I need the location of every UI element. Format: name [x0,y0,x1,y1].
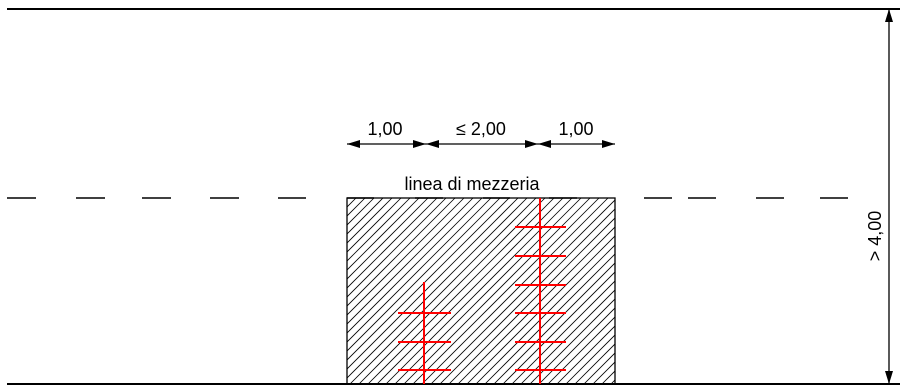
hatch-line [620,198,806,384]
hatch-line [347,198,357,208]
dimension-height-label: > 4,00 [865,211,885,262]
hatch-line [347,198,447,298]
hatch-line [347,198,501,352]
hatch-line [347,198,510,361]
hatch-line [347,198,375,226]
hatch-line [347,198,366,217]
hatch-line [347,198,411,262]
hatch-line [347,198,438,289]
hatch-line [547,316,615,384]
hatch-line [347,198,474,325]
hatch-line [403,198,591,384]
hatch-line [502,271,615,384]
centerline-label: linea di mezzeria [404,174,540,194]
hatch-line [347,198,465,316]
hatch-line [439,208,615,384]
hatch-line [511,280,615,384]
hatch-line [358,198,546,384]
hatch-line [347,198,420,271]
hatched-zone [346,197,806,385]
hatch-line [394,198,582,384]
hatch-line [457,226,615,384]
hatch-line [556,325,615,384]
hatch-line [385,198,573,384]
hatch-line [347,198,483,334]
hatch-line [421,198,609,384]
hatch-line [475,244,615,384]
ladder-marking-left [398,282,451,384]
hatch-line [347,198,384,235]
hatch-line [347,198,528,379]
hatch-line [484,253,615,384]
hatch-line [349,198,537,384]
hatch-line [493,262,615,384]
height-dimension-line [885,9,893,384]
hatch-line [347,198,393,244]
hatch-line [347,198,456,307]
width-dimension-line [347,140,615,148]
hatch-line [466,235,615,384]
dimension-center-label: ≤ 2,00 [456,119,506,139]
hatch-line [529,298,615,384]
dimension-right-label: 1,00 [558,119,593,139]
dimension-left-label: 1,00 [367,119,402,139]
hatch-line [448,217,615,384]
hatch-line [583,352,615,384]
hatch-line [347,198,492,343]
hatch-line [592,361,615,384]
hatch-line [538,307,615,384]
hatch-line [520,289,615,384]
hatch-line [367,198,555,384]
hatch-line [610,379,615,384]
hatch-line [430,199,615,384]
hatch-line [347,198,429,280]
hatch-line [347,198,348,199]
ladder-marking-right [515,198,566,384]
hatch-line [412,198,600,384]
hatch-line [376,198,564,384]
hatch-line [601,370,615,384]
hatch-line [565,334,615,384]
hatch-line [574,343,615,384]
hatch-line [347,198,402,253]
